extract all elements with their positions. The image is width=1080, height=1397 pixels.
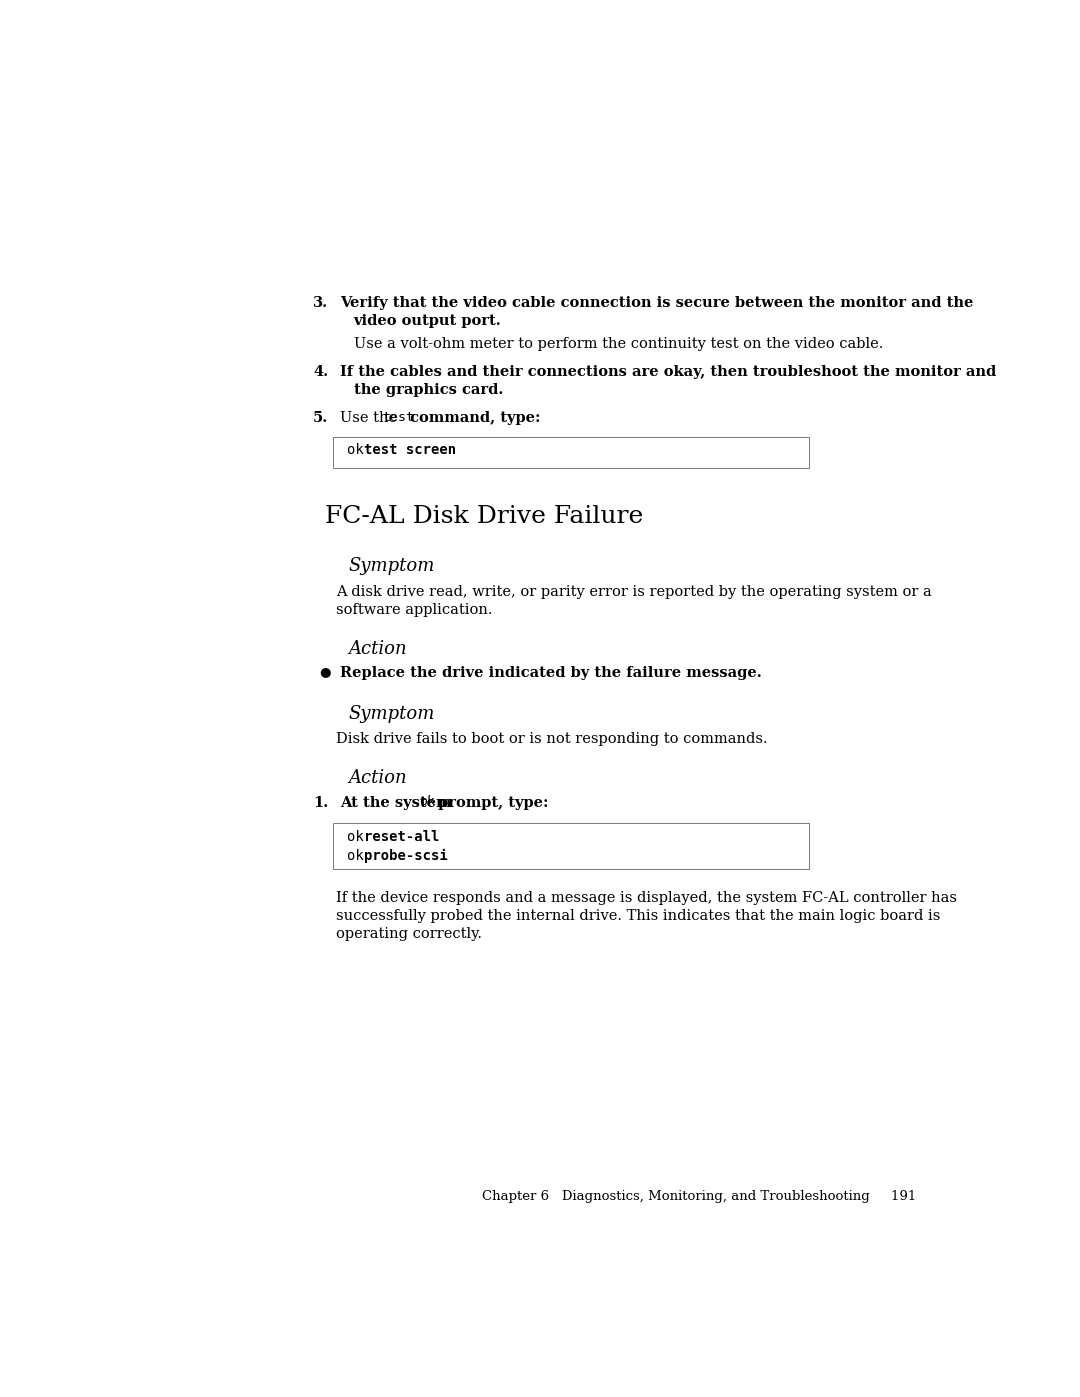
Text: If the cables and their connections are okay, then troubleshoot the monitor and: If the cables and their connections are … bbox=[340, 365, 997, 379]
Text: test screen: test screen bbox=[364, 443, 456, 457]
Text: Use a volt-ohm meter to perform the continuity test on the video cable.: Use a volt-ohm meter to perform the cont… bbox=[353, 337, 883, 351]
Text: operating correctly.: operating correctly. bbox=[337, 926, 483, 940]
Text: ●: ● bbox=[320, 665, 330, 678]
Text: test: test bbox=[382, 411, 415, 423]
Text: reset-all: reset-all bbox=[364, 830, 438, 844]
Text: prompt, type:: prompt, type: bbox=[433, 795, 549, 810]
Text: probe-scsi: probe-scsi bbox=[364, 849, 447, 863]
Text: ok: ok bbox=[419, 795, 435, 807]
Text: Use the: Use the bbox=[340, 411, 402, 425]
Text: ok: ok bbox=[347, 443, 372, 457]
Text: ok: ok bbox=[347, 830, 372, 844]
Text: Symptom: Symptom bbox=[348, 704, 434, 722]
Text: Action: Action bbox=[348, 640, 407, 658]
Text: Chapter 6   Diagnostics, Monitoring, and Troubleshooting     191: Chapter 6 Diagnostics, Monitoring, and T… bbox=[482, 1190, 916, 1203]
Text: FC-AL Disk Drive Failure: FC-AL Disk Drive Failure bbox=[325, 504, 643, 528]
Text: command, type:: command, type: bbox=[405, 411, 541, 425]
Text: ok: ok bbox=[347, 849, 372, 863]
Text: software application.: software application. bbox=[337, 604, 492, 617]
Text: Symptom: Symptom bbox=[348, 557, 434, 576]
Text: Disk drive fails to boot or is not responding to commands.: Disk drive fails to boot or is not respo… bbox=[337, 732, 768, 746]
FancyBboxPatch shape bbox=[333, 437, 809, 468]
Text: 1.: 1. bbox=[313, 795, 328, 810]
Text: 4.: 4. bbox=[313, 365, 328, 379]
Text: At the system: At the system bbox=[340, 795, 457, 810]
Text: A disk drive read, write, or parity error is reported by the operating system or: A disk drive read, write, or parity erro… bbox=[337, 585, 932, 599]
Text: 3.: 3. bbox=[313, 296, 328, 310]
FancyBboxPatch shape bbox=[333, 823, 809, 869]
Text: the graphics card.: the graphics card. bbox=[353, 383, 503, 397]
Text: Verify that the video cable connection is secure between the monitor and the: Verify that the video cable connection i… bbox=[340, 296, 974, 310]
Text: video output port.: video output port. bbox=[353, 314, 501, 328]
Text: 5.: 5. bbox=[313, 411, 328, 425]
Text: Replace the drive indicated by the failure message.: Replace the drive indicated by the failu… bbox=[340, 666, 762, 680]
Text: If the device responds and a message is displayed, the system FC-AL controller h: If the device responds and a message is … bbox=[337, 891, 958, 905]
Text: Action: Action bbox=[348, 770, 407, 788]
Text: successfully probed the internal drive. This indicates that the main logic board: successfully probed the internal drive. … bbox=[337, 909, 941, 923]
